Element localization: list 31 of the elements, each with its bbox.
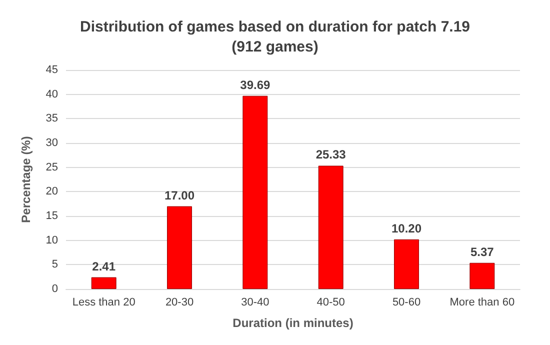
x-tick-label: 40-50	[316, 296, 345, 308]
bar	[242, 96, 268, 289]
y-tick-label: 20	[46, 186, 58, 198]
data-label: 25.33	[316, 148, 346, 162]
x-tick-label: Less than 20	[72, 296, 136, 308]
y-tick-label: 10	[46, 234, 58, 246]
bar	[167, 206, 192, 289]
y-tick-label: 15	[46, 210, 58, 222]
y-axis-title: Percentage (%)	[19, 136, 33, 223]
bar	[318, 166, 344, 289]
y-tick-label: 25	[46, 161, 58, 174]
x-tick-label: 20-30	[165, 296, 194, 308]
data-label: 17.00	[164, 188, 195, 202]
y-tick-label: 35	[46, 112, 58, 125]
x-axis-title: Duration (in minutes)	[232, 316, 354, 330]
data-label: 5.37	[470, 244, 494, 259]
bar	[470, 262, 495, 289]
x-tick-label: 30-40	[241, 296, 270, 308]
y-tick-label: 5	[52, 258, 58, 271]
x-tick-label: 50-60	[392, 296, 421, 308]
x-tick-label: More than 60	[450, 296, 515, 308]
data-label: 10.20	[391, 221, 422, 236]
bar	[394, 239, 419, 289]
y-tick-label: 0	[52, 283, 58, 295]
data-label: 39.69	[240, 78, 271, 92]
y-tick-label: 30	[46, 137, 58, 149]
chart-title: Distribution of games based on duration for patch 7.19 (912 games)	[80, 18, 470, 56]
y-tick-label: 40	[46, 88, 58, 100]
y-tick-label: 45	[46, 64, 58, 76]
data-label: 2.41	[92, 259, 116, 274]
bar	[91, 277, 116, 289]
